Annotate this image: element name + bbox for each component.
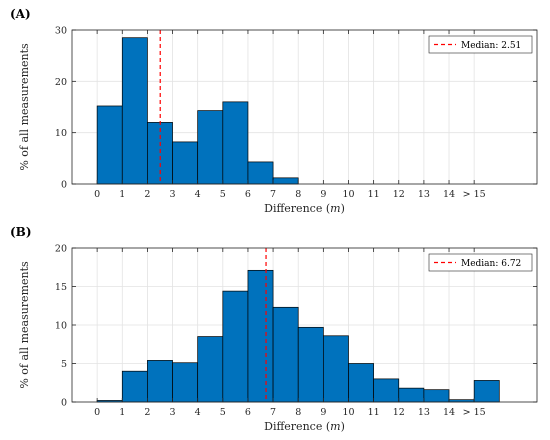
x-tick-label: 0 [94, 189, 100, 200]
x-tick-label: 8 [295, 407, 301, 418]
x-tick-label: 1 [119, 407, 125, 418]
bar [172, 362, 199, 403]
x-tick-label: 5 [220, 407, 226, 418]
x-axis-label: Difference (m) [264, 202, 345, 215]
bar [297, 326, 324, 403]
x-tick-label: 5 [220, 189, 226, 200]
x-tick-label: 6 [245, 407, 251, 418]
x-axis-label-prefix: Difference ( [264, 202, 330, 215]
y-tick-label: 0 [61, 180, 67, 191]
x-tick-label: 7 [270, 189, 276, 200]
x-tick-label: 6 [245, 189, 251, 200]
x-axis-label-prefix: Difference ( [264, 420, 330, 433]
x-tick-label: 12 [393, 407, 405, 418]
legend-box [428, 253, 533, 272]
bar [272, 306, 299, 403]
legend: Median: 6.72 [428, 253, 533, 272]
x-tick-label: 8 [295, 189, 301, 200]
bar [423, 389, 450, 403]
x-tick-label: > 15 [463, 189, 486, 200]
x-tick-label: 10 [342, 407, 354, 418]
chart-panel-0: 0 1 2 3 4 5 6 7 8 9 10 11 12 13 14 > 150102030Differenc… [10, 7, 538, 215]
x-tick-label: 12 [393, 189, 405, 200]
bar [398, 387, 425, 403]
y-tick-label: 10 [55, 321, 67, 332]
x-axis-label-var: m [330, 202, 340, 215]
x-tick-label: 0 [94, 407, 100, 418]
y-axis-label: % of all measurements [18, 43, 31, 171]
legend: Median: 2.51 [428, 35, 533, 54]
x-tick-label: 10 [342, 189, 354, 200]
y-tick-label: 10 [55, 128, 67, 139]
x-tick-label: 3 [170, 189, 176, 200]
panel-label: (B) [10, 225, 32, 239]
x-axis-label: Difference (m) [264, 420, 345, 433]
x-tick-label: 14 [443, 189, 455, 200]
chart-panel-1: 0 1 2 3 4 5 6 7 8 9 10 11 12 13 14 > 1505101520Differen… [10, 225, 538, 433]
x-tick-label: 7 [270, 407, 276, 418]
bar [96, 105, 123, 185]
bar [323, 335, 349, 403]
bar [147, 360, 173, 403]
y-tick-label: 30 [55, 26, 67, 37]
x-tick-label: 3 [170, 407, 176, 418]
bar [272, 177, 299, 185]
bar [121, 370, 148, 403]
y-tick-label: 20 [55, 244, 67, 255]
x-tick-label: 11 [368, 189, 380, 200]
legend-box [428, 35, 533, 54]
bar [247, 161, 274, 185]
bar [247, 269, 274, 403]
y-tick-label: 0 [61, 398, 67, 409]
y-tick-label: 15 [55, 282, 67, 293]
bar [222, 101, 249, 185]
x-tick-label: 2 [144, 407, 150, 418]
x-tick-label: 13 [418, 407, 430, 418]
bar [121, 37, 148, 185]
x-tick-label: 14 [443, 407, 455, 418]
bar [197, 336, 224, 403]
axes-box [71, 29, 538, 185]
x-axis-label-var: m [330, 420, 340, 433]
x-tick-label: 4 [195, 407, 201, 418]
panel-label: (A) [10, 7, 31, 21]
bar [222, 290, 249, 403]
x-tick-label: 11 [368, 407, 380, 418]
bar [197, 110, 224, 185]
y-tick-label: 5 [61, 359, 67, 370]
bar [172, 141, 199, 185]
y-tick-label: 20 [55, 77, 67, 88]
x-tick-label: 2 [144, 189, 150, 200]
x-axis-label-suffix: ) [341, 202, 345, 215]
x-axis-label-suffix: ) [341, 420, 345, 433]
bars [96, 37, 299, 185]
x-tick-label: 13 [418, 189, 430, 200]
legend-label: Median: 2.51 [461, 41, 521, 51]
x-tick-label: > 15 [463, 407, 486, 418]
x-tick-label: 9 [320, 407, 326, 418]
bar [348, 363, 374, 403]
x-tick-label: 9 [320, 189, 326, 200]
bar [373, 378, 400, 403]
x-tick-label: 4 [195, 189, 201, 200]
bar [473, 380, 500, 403]
legend-label: Median: 6.72 [461, 259, 521, 269]
y-axis-label: % of all measurements [18, 261, 31, 389]
x-tick-label: 1 [119, 189, 125, 200]
